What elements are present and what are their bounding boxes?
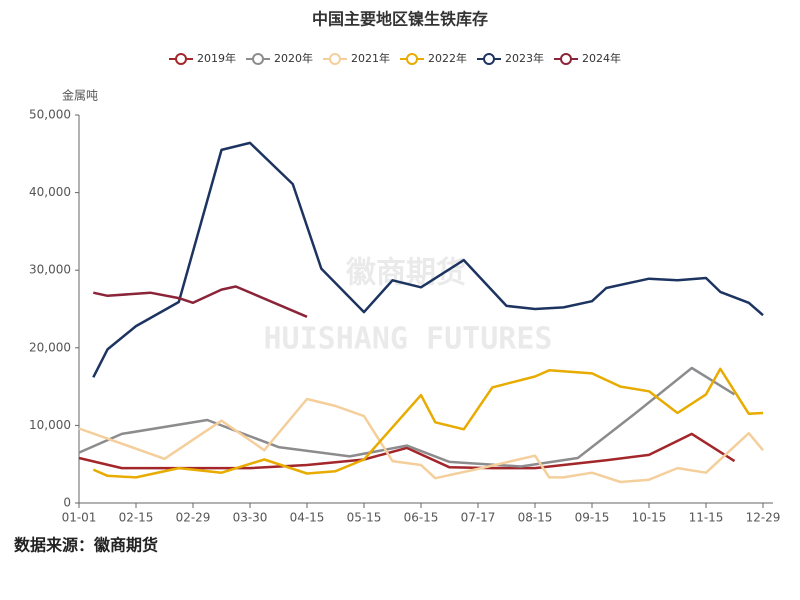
series-line xyxy=(78,397,764,484)
legend-label: 2024年 xyxy=(582,51,621,65)
y-axis-label: 金属吨 xyxy=(62,88,98,103)
x-tick-label: 07-17 xyxy=(461,511,496,525)
x-tick-label: 01-01 xyxy=(62,511,97,525)
y-tick-label: 50,000 xyxy=(29,108,71,122)
watermark: HUISHANG FUTURES xyxy=(264,322,553,357)
x-tick-label: 04-15 xyxy=(290,511,325,525)
x-tick-label: 05-15 xyxy=(347,511,382,525)
legend-marker xyxy=(252,53,264,65)
series-line xyxy=(78,366,736,468)
legend-marker xyxy=(175,53,187,65)
legend-label: 2020年 xyxy=(274,51,313,65)
watermark: 徽商期货 xyxy=(345,256,466,291)
x-tick-label: 10-15 xyxy=(632,511,667,525)
x-tick-label: 06-15 xyxy=(404,511,439,525)
x-tick-label: 03-30 xyxy=(233,511,268,525)
y-tick-label: 20,000 xyxy=(29,340,71,354)
x-tick-label: 11-15 xyxy=(689,511,724,525)
x-tick-label: 08-15 xyxy=(518,511,553,525)
x-tick-label: 12-29 xyxy=(746,511,781,525)
legend-label: 2023年 xyxy=(505,51,544,65)
legend-label: 2022年 xyxy=(428,51,467,65)
series-line xyxy=(78,432,736,470)
x-tick-label: 02-15 xyxy=(119,511,154,525)
legend-marker xyxy=(483,53,495,65)
x-tick-label: 09-15 xyxy=(575,511,610,525)
y-tick-label: 0 xyxy=(63,496,71,510)
chart-title: 中国主要地区镍生铁库存 xyxy=(312,10,488,29)
y-tick-label: 10,000 xyxy=(29,418,71,432)
source: 数据来源：徽商期货 xyxy=(14,536,158,555)
legend-marker xyxy=(406,53,418,65)
legend-marker xyxy=(560,53,572,65)
legend-label: 2021年 xyxy=(351,51,390,65)
series-line xyxy=(92,141,764,378)
series-line xyxy=(92,367,764,479)
legend-label: 2019年 xyxy=(197,51,236,65)
x-tick-label: 02-29 xyxy=(176,511,211,525)
y-tick-label: 30,000 xyxy=(29,263,71,277)
y-tick-label: 40,000 xyxy=(29,185,71,199)
legend-marker xyxy=(329,53,341,65)
series-line xyxy=(93,285,308,318)
